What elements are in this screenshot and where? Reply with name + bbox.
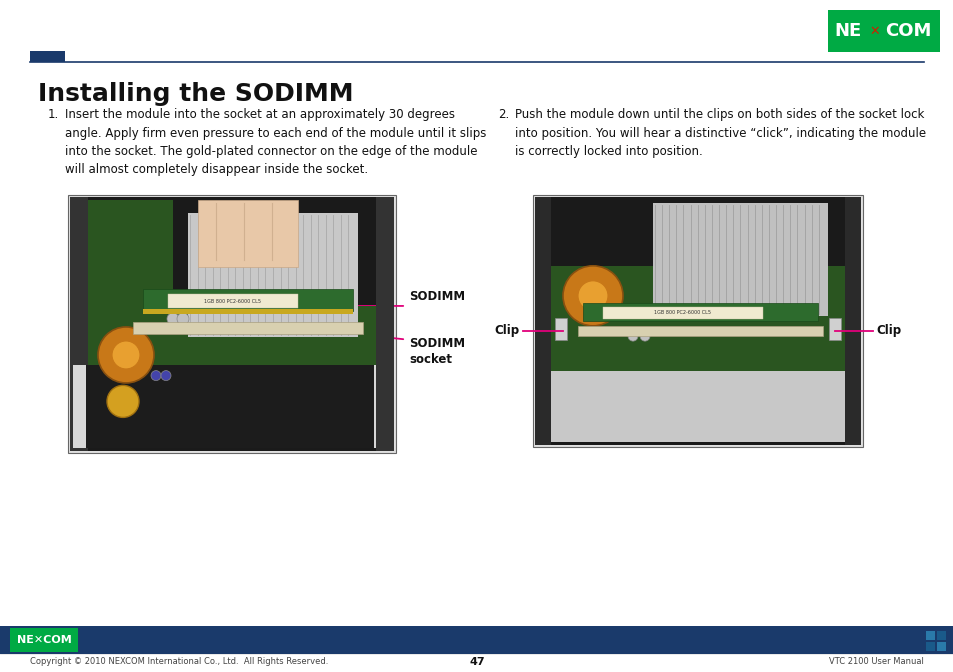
Bar [582,303,817,321]
Circle shape [578,281,607,310]
Text: VTC 2100 User Manual: VTC 2100 User Manual [828,657,923,667]
Bar [537,265,857,442]
Bar [551,372,844,442]
Text: Push the module down until the clips on both sides of the socket lock
into posit: Push the module down until the clips on … [515,108,925,158]
Bar [10,628,78,652]
Text: Installing the SODIMM: Installing the SODIMM [38,82,354,106]
Bar [68,195,395,453]
Bar [188,213,357,337]
Circle shape [98,327,153,383]
Text: 1GB 800 PC2-6000 CL5: 1GB 800 PC2-6000 CL5 [654,310,711,315]
Bar [86,366,374,448]
Bar [158,306,386,448]
Circle shape [112,341,140,369]
Text: SODIMM
socket: SODIMM socket [409,337,465,366]
Bar [578,326,822,336]
Bar [132,323,363,334]
Circle shape [177,313,189,325]
Text: Clip: Clip [875,324,901,337]
Circle shape [151,370,161,380]
Bar [375,197,394,451]
Bar [555,318,566,340]
Bar [533,195,862,447]
Bar [936,631,945,640]
Bar [143,309,353,314]
Bar [70,197,88,451]
Bar [602,307,762,319]
Bar [198,200,297,267]
Text: 2.: 2. [497,108,509,121]
Text: 47: 47 [469,657,484,667]
Bar [828,318,841,340]
Circle shape [562,266,622,326]
Bar [844,197,861,445]
Bar [168,294,297,308]
Bar [652,202,827,316]
Bar [73,366,375,448]
Text: 1GB 800 PC2-6000 CL5: 1GB 800 PC2-6000 CL5 [204,298,261,304]
Bar [827,10,939,52]
Text: NE✕COM: NE✕COM [16,635,71,645]
Circle shape [167,313,179,325]
Circle shape [627,331,638,341]
Circle shape [161,370,171,380]
Text: SODIMM: SODIMM [409,290,465,303]
Bar [30,51,65,62]
Bar [73,200,172,448]
Text: Copyright © 2010 NEXCOM International Co., Ltd.  All Rights Reserved.: Copyright © 2010 NEXCOM International Co… [30,657,328,667]
Text: ✕: ✕ [869,24,880,38]
Bar [925,631,934,640]
Text: NE: NE [834,22,861,40]
Bar [0,626,953,654]
Bar [70,197,394,451]
Text: Clip: Clip [495,324,519,337]
Bar [925,642,934,651]
Bar [143,289,353,311]
Circle shape [639,331,649,341]
Circle shape [107,386,139,417]
Text: 1.: 1. [48,108,59,121]
Bar [936,642,945,651]
Bar [535,197,551,445]
Bar [535,197,861,445]
Text: COM: COM [884,22,931,40]
Text: Insert the module into the socket at an approximately 30 degrees
angle. Apply fi: Insert the module into the socket at an … [65,108,486,177]
